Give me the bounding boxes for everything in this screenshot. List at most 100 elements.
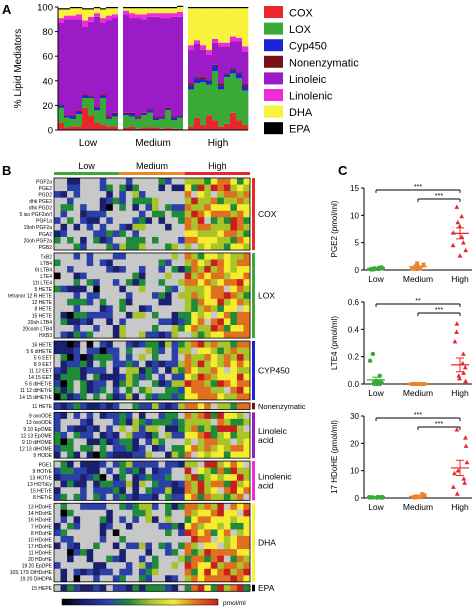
heatmap-cell: [93, 418, 101, 426]
heatmap-cell: [158, 529, 166, 537]
bar-segment-nonenzymatic: [224, 73, 231, 75]
heatmap-cell: [243, 373, 251, 381]
heatmap-cell: [236, 451, 244, 459]
bar-segment-epa: [82, 8, 89, 10]
heatmap-cell: [217, 467, 225, 475]
heatmap-cell: [230, 210, 238, 218]
heatmap-cell: [93, 412, 101, 420]
heatmap-cell: [60, 204, 68, 212]
heatmap-cell: [54, 325, 61, 332]
heatmap-cell: [223, 354, 231, 361]
bar-segment-dha: [94, 8, 101, 14]
bar-segment-dha: [147, 8, 154, 14]
heatmap-cell: [243, 292, 251, 300]
heatmap-cell: [125, 418, 133, 426]
heatmap-cell: [223, 266, 231, 273]
heatmap-cell: [145, 217, 153, 225]
heatmap-cell: [152, 493, 159, 501]
heatmap-row-label: 5 iso PGF2aVI: [19, 212, 52, 218]
heatmap-cell: [210, 331, 218, 339]
heatmap-cell: [197, 354, 205, 361]
heatmap-cell: [119, 522, 127, 530]
bar-segment-dha: [135, 8, 142, 15]
heatmap-cell: [67, 431, 74, 439]
bar-segment-epa: [58, 8, 65, 10]
heatmap-cell: [171, 178, 179, 185]
heatmap-cell: [191, 542, 199, 550]
heatmap-cell: [152, 236, 159, 244]
heatmap-cell: [106, 467, 114, 475]
bar-segment-epa: [200, 7, 207, 9]
heatmap-cell: [132, 380, 140, 388]
heatmap-cell: [152, 373, 159, 381]
heatmap-cell: [145, 474, 153, 481]
heatmap-cell: [125, 236, 133, 244]
class-bar-7: [252, 584, 255, 592]
heatmap-cell: [197, 461, 205, 468]
heatmap-cell: [67, 522, 74, 530]
heatmap-cell: [152, 285, 159, 293]
heatmap-cell: [217, 461, 225, 468]
heatmap-cell: [60, 425, 68, 433]
heatmap-cell: [145, 493, 153, 501]
heatmap-cell: [158, 386, 166, 394]
heatmap-cell: [54, 402, 61, 410]
bar-segment-dha: [82, 9, 89, 21]
heatmap-cell: [236, 305, 244, 313]
bar-segment-dha: [112, 8, 119, 15]
heatmap-cell: [67, 412, 74, 420]
heatmap-cell: [204, 360, 212, 368]
heatmap-cell: [86, 292, 94, 300]
legend-swatch-lox: [264, 22, 283, 35]
heatmap-cell: [217, 243, 225, 251]
heatmap-cell: [119, 204, 127, 212]
heatmap-cell: [86, 555, 94, 563]
class-label-7: EPA: [258, 583, 275, 593]
bar-segment-cyp450: [94, 107, 101, 111]
heatmap-cell: [204, 230, 212, 238]
heatmap-cell: [54, 197, 61, 205]
heatmap-cell: [99, 562, 107, 570]
heatmap-cell: [158, 292, 166, 300]
heatmap-cell: [152, 438, 159, 446]
class-bar-1: [252, 252, 255, 339]
heatmap-cell: [54, 347, 61, 355]
heatmap-cell: [119, 259, 127, 267]
heatmap-cell: [223, 575, 231, 583]
heatmap-cell: [236, 402, 244, 410]
heatmap-cell: [191, 347, 199, 355]
heatmap-cell: [93, 509, 101, 517]
heatmap-cell: [178, 480, 185, 488]
group-label-b: Medium: [136, 161, 168, 171]
heatmap-cell: [152, 197, 159, 205]
heatmap-cell: [93, 331, 101, 339]
heatmap-cell: [145, 438, 153, 446]
heatmap-cell: [210, 461, 218, 468]
heatmap-row-label: TxB2: [40, 254, 52, 260]
heatmap-cell: [204, 266, 212, 273]
bar-segment-lox: [230, 73, 237, 113]
heatmap-cell: [158, 402, 166, 410]
heatmap-row-label: 19oh PGF2a: [24, 225, 53, 231]
heatmap-cell: [204, 285, 212, 293]
heatmap-cell: [217, 493, 225, 501]
heatmap-row-label: PGF2a: [36, 179, 52, 185]
heatmap-cell: [204, 467, 212, 475]
bar-segment-cyp450: [82, 95, 89, 99]
heatmap-cell: [236, 367, 244, 375]
heatmap-cell: [152, 386, 159, 394]
heatmap-cell: [60, 562, 68, 570]
bar-segment-cyp450: [106, 117, 113, 119]
heatmap-cell: [210, 266, 218, 273]
heatmap-cell: [119, 318, 127, 326]
heatmap-cell: [158, 549, 166, 556]
group-label-a: Medium: [135, 138, 171, 149]
heatmap-cell: [178, 568, 185, 576]
heatmap-cell: [184, 418, 192, 426]
heatmap-cell: [138, 252, 146, 260]
heatmap-cell: [99, 536, 107, 543]
heatmap-cell: [60, 584, 68, 592]
heatmap-cell: [86, 562, 94, 570]
legend-swatch-linoleic: [264, 72, 283, 85]
heatmap-cell: [80, 509, 87, 517]
